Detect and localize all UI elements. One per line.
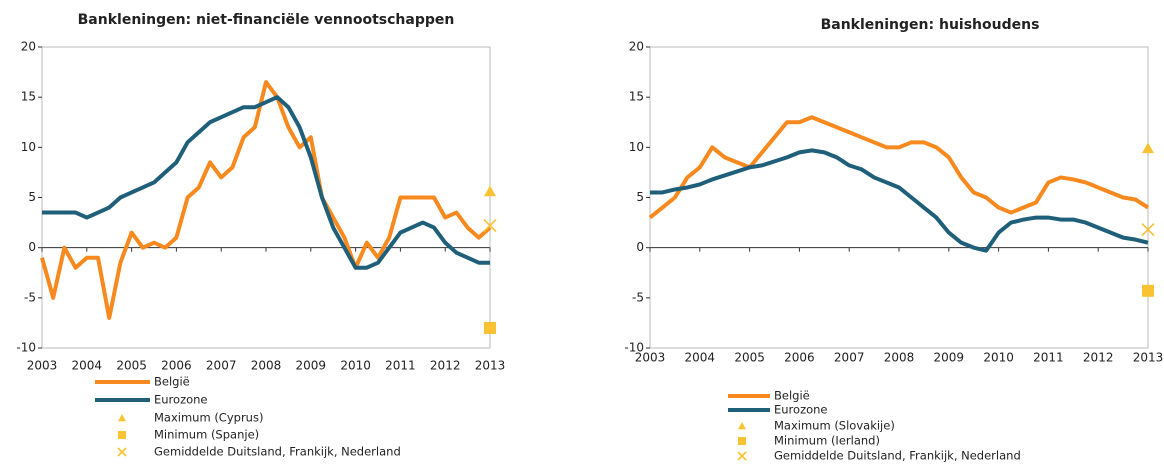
x-tick-label: 2013 (475, 359, 506, 373)
x-tick-label: 2011 (1033, 351, 1064, 365)
x-tick-label: 2008 (251, 359, 282, 373)
marker-square (738, 437, 746, 445)
series-line (648, 115, 1150, 220)
legend-label: Gemiddelde Duitsland, Frankijk, Nederlan… (774, 449, 1021, 463)
y-tick-label: 5 (636, 190, 644, 204)
y-tick-label: 5 (28, 190, 36, 204)
legend-label: Eurozone (774, 403, 828, 417)
x-tick-label: 2004 (72, 359, 103, 373)
y-tick-label: 0 (28, 240, 36, 254)
y-tick-label: -5 (24, 290, 36, 304)
chart-title: Bankleningen: huishoudens (821, 17, 1040, 33)
marker-triangle (1142, 142, 1154, 154)
chart-title: Bankleningen: niet-financiële vennootsch… (78, 12, 455, 28)
marker-cross (737, 451, 747, 461)
marker-triangle (738, 422, 746, 430)
y-tick-label: 10 (629, 140, 644, 154)
y-tick-label: -10 (16, 341, 36, 355)
marker-cross (1141, 223, 1155, 237)
legend-label: België (154, 375, 190, 389)
marker-square (1142, 284, 1154, 297)
legend-label: Maximum (Slovakije) (774, 419, 895, 433)
x-tick-label: 2008 (884, 351, 915, 365)
legend-label: Maximum (Cyprus) (154, 411, 263, 425)
x-tick-label: 2012 (1083, 351, 1114, 365)
y-tick-label: -5 (632, 290, 644, 304)
x-tick-label: 2007 (206, 359, 237, 373)
y-tick-label: 15 (21, 90, 36, 104)
x-tick-label: 2010 (340, 359, 371, 373)
marker-triangle (484, 185, 496, 197)
x-tick-label: 2009 (296, 359, 327, 373)
marker-cross (483, 219, 497, 233)
x-tick-label: 2004 (685, 351, 716, 365)
x-tick-label: 2006 (161, 359, 192, 373)
x-tick-label: 2009 (934, 351, 965, 365)
legend-label: Minimum (Spanje) (154, 428, 259, 442)
x-tick-label: 2005 (734, 351, 765, 365)
series-line (650, 148, 1149, 253)
series-line (40, 80, 492, 320)
x-tick-label: 2011 (385, 359, 416, 373)
legend-label: België (774, 389, 810, 403)
y-tick-label: 0 (636, 240, 644, 254)
legend-label: Minimum (Ierland) (774, 434, 880, 448)
x-tick-label: 2012 (430, 359, 461, 373)
y-tick-label: -10 (624, 341, 644, 355)
x-tick-label: 2013 (1133, 351, 1164, 365)
marker-square (118, 431, 126, 439)
y-tick-label: 20 (21, 40, 36, 54)
y-tick-label: 10 (21, 140, 36, 154)
x-tick-label: 2005 (116, 359, 147, 373)
x-tick-label: 2007 (834, 351, 865, 365)
x-tick-label: 2003 (27, 359, 58, 373)
x-tick-label: 2006 (784, 351, 815, 365)
legend-label: Gemiddelde Duitsland, Frankijk, Nederlan… (154, 445, 401, 459)
plot-frame (649, 46, 1149, 349)
marker-cross (117, 447, 127, 457)
marker-triangle (118, 414, 126, 422)
series-line (42, 95, 490, 270)
marker-square (484, 321, 496, 334)
legend-label: Eurozone (154, 393, 208, 407)
y-tick-label: 20 (629, 40, 644, 54)
y-tick-label: 15 (629, 90, 644, 104)
x-tick-label: 2003 (635, 351, 666, 365)
x-tick-label: 2010 (983, 351, 1014, 365)
